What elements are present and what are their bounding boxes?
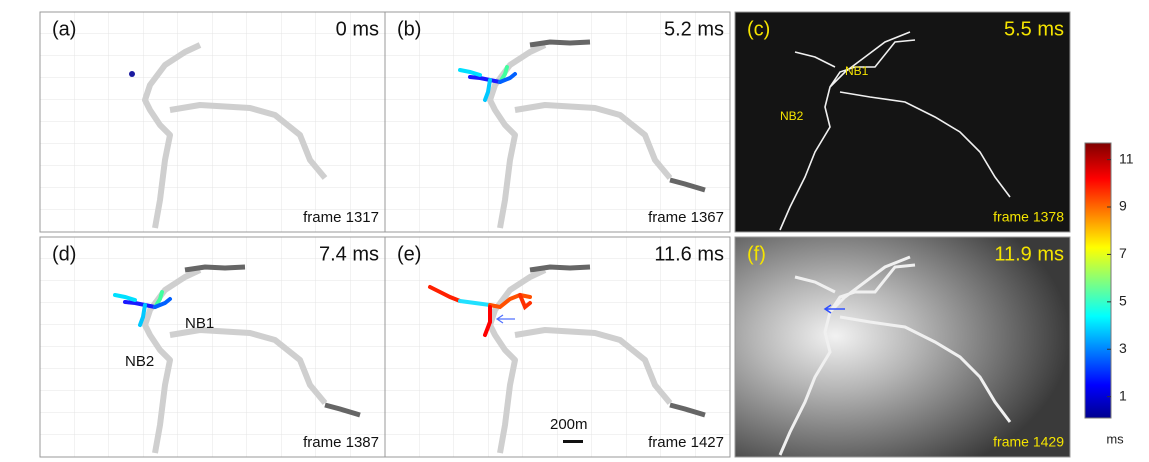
annotation: NB1 (185, 315, 214, 332)
channel-dark (530, 267, 590, 270)
colorbar-tick-label: 3 (1119, 340, 1127, 356)
annotation: NB1 (845, 64, 869, 78)
panel-label: (b) (397, 18, 421, 40)
time-label: 11.9 ms (994, 243, 1064, 265)
frame-label: frame 1427 (648, 434, 724, 451)
panel: (f) 11.9 ms frame 1429 (735, 237, 1070, 457)
channel-dark (530, 42, 590, 45)
panel: (c) 5.5 ms frame 1378 NB1 NB2 (735, 12, 1070, 232)
time-label: 5.5 ms (1004, 18, 1064, 40)
panel-background (40, 12, 385, 232)
frame-label: frame 1367 (648, 209, 724, 226)
frame-label: frame 1387 (303, 434, 379, 451)
colorbar-tick-label: 11 (1119, 150, 1134, 166)
frame-label: frame 1317 (303, 209, 379, 226)
panel-label: (e) (397, 243, 421, 265)
panel-background (735, 237, 1070, 457)
panel: (d) 7.4 ms frame 1387 NB1 NB2 (40, 237, 385, 457)
colorbar-tick-label: 1 (1119, 387, 1127, 403)
frame-label: frame 1429 (993, 434, 1064, 450)
annotation: NB2 (125, 353, 154, 370)
channel-dark (185, 267, 245, 270)
colorbar-tick-label: 9 (1119, 198, 1127, 214)
panel-background (385, 12, 730, 232)
panel-background (40, 237, 385, 457)
time-label: 7.4 ms (319, 243, 379, 265)
scale-bar (563, 440, 583, 443)
annotation: NB2 (780, 109, 804, 123)
annotation: 200m (550, 416, 588, 433)
panel-label: (a) (52, 18, 76, 40)
panel-label: (d) (52, 243, 76, 265)
colorbar-tick-label: 7 (1119, 245, 1127, 261)
time-label: 0 ms (336, 18, 379, 40)
colorbar-tick-label: 5 (1119, 293, 1127, 309)
panel: (e) 11.6 ms frame 1427 200m (385, 237, 730, 457)
panel: (a) 0 ms frame 1317 (40, 12, 385, 232)
colorbar-unit: ms (1106, 431, 1124, 446)
frame-label: frame 1378 (993, 209, 1064, 225)
source-point (129, 71, 135, 77)
panel: (b) 5.2 ms frame 1367 (385, 12, 730, 232)
figure: (a) 0 ms frame 1317 (b) 5.2 ms frame 1367 (c) 5… (0, 0, 1149, 462)
time-label: 11.6 ms (654, 243, 724, 265)
colorbar (1085, 143, 1111, 418)
panel-label: (c) (747, 18, 770, 40)
panel-label: (f) (747, 243, 766, 265)
time-label: 5.2 ms (664, 18, 724, 40)
